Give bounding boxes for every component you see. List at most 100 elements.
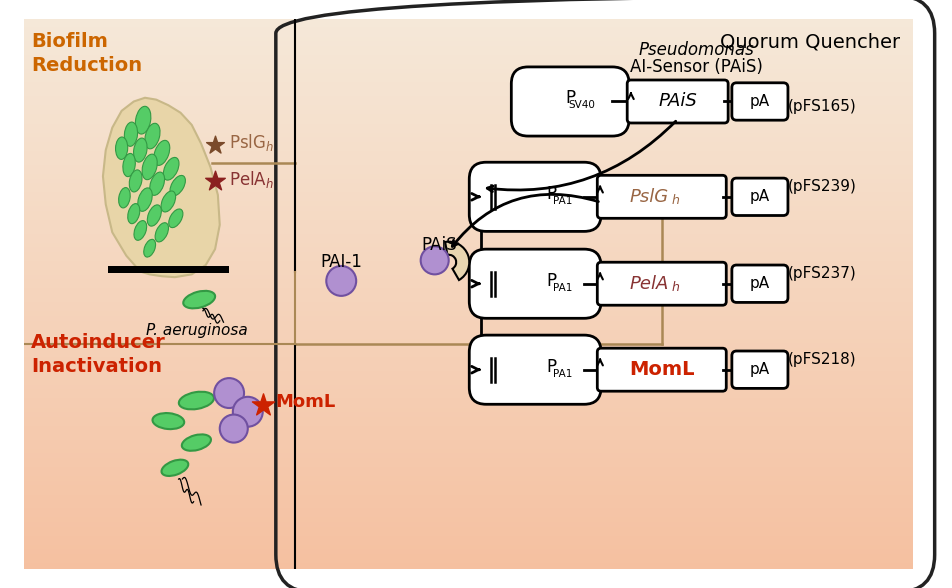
Bar <box>24 417 913 422</box>
Text: Pseudomonas: Pseudomonas <box>639 41 754 59</box>
Bar <box>24 64 913 69</box>
Circle shape <box>214 378 244 408</box>
Text: Biofilm
Reduction: Biofilm Reduction <box>31 32 142 75</box>
Ellipse shape <box>129 170 142 192</box>
Bar <box>24 225 913 230</box>
Bar <box>24 357 913 363</box>
Ellipse shape <box>182 435 211 451</box>
Text: pA: pA <box>750 362 770 377</box>
Bar <box>24 312 913 317</box>
Bar <box>24 36 913 42</box>
Bar <box>24 92 913 97</box>
Bar <box>24 206 913 212</box>
Bar <box>24 256 913 262</box>
Bar <box>24 220 913 225</box>
Bar <box>24 563 913 569</box>
Bar <box>24 174 913 179</box>
Circle shape <box>233 397 263 427</box>
Bar <box>24 151 913 156</box>
Bar <box>24 348 913 353</box>
Bar <box>24 371 913 376</box>
Bar <box>24 522 913 527</box>
Bar <box>24 161 913 166</box>
Text: (pFS237): (pFS237) <box>788 266 857 281</box>
Text: pA: pA <box>750 189 770 204</box>
FancyBboxPatch shape <box>469 335 601 405</box>
Bar <box>24 540 913 546</box>
Bar <box>24 527 913 532</box>
Ellipse shape <box>145 123 160 149</box>
Text: PAiS: PAiS <box>422 236 457 254</box>
Text: (pFS165): (pFS165) <box>788 99 857 113</box>
Text: P. aeruginosa: P. aeruginosa <box>146 323 248 338</box>
Bar <box>24 467 913 473</box>
Bar <box>24 449 913 455</box>
Ellipse shape <box>123 153 135 176</box>
Point <box>255 400 270 410</box>
Text: PelA: PelA <box>630 275 669 293</box>
Bar <box>24 18 913 24</box>
Bar <box>24 380 913 386</box>
Bar <box>108 266 229 273</box>
Bar <box>24 421 913 427</box>
Ellipse shape <box>125 122 138 146</box>
Text: PA1: PA1 <box>553 369 572 379</box>
Ellipse shape <box>135 106 150 134</box>
Text: MomL: MomL <box>629 360 695 379</box>
Text: AI-Sensor (PAiS): AI-Sensor (PAiS) <box>630 58 763 76</box>
Text: PAI-1: PAI-1 <box>320 253 362 271</box>
Bar <box>24 197 913 202</box>
Bar <box>24 266 913 271</box>
Text: (pFS239): (pFS239) <box>788 179 857 194</box>
Ellipse shape <box>115 137 128 159</box>
Text: PAiS: PAiS <box>658 92 697 111</box>
Bar <box>24 394 913 399</box>
Ellipse shape <box>142 154 157 180</box>
Bar <box>24 192 913 198</box>
Text: PA1: PA1 <box>553 196 572 206</box>
Bar <box>24 32 913 38</box>
Ellipse shape <box>164 158 179 180</box>
Bar <box>24 430 913 436</box>
Text: h: h <box>672 194 680 207</box>
Bar <box>24 82 913 88</box>
Bar <box>24 504 913 509</box>
Bar <box>24 142 913 148</box>
Text: PelA$_h$: PelA$_h$ <box>229 169 274 189</box>
Bar <box>24 508 913 514</box>
Ellipse shape <box>138 188 152 211</box>
Bar <box>24 78 913 83</box>
Bar <box>24 133 913 138</box>
FancyBboxPatch shape <box>597 348 726 391</box>
Bar <box>24 481 913 486</box>
Bar <box>24 248 913 253</box>
Bar <box>24 554 913 560</box>
Bar <box>24 316 913 322</box>
Bar <box>24 343 913 349</box>
Bar <box>24 495 913 500</box>
Text: pA: pA <box>750 94 770 109</box>
Circle shape <box>421 246 448 275</box>
Bar <box>24 59 913 65</box>
Circle shape <box>220 415 248 443</box>
Bar <box>24 46 913 51</box>
Bar <box>24 376 913 381</box>
Bar <box>24 362 913 368</box>
Bar <box>24 545 913 550</box>
Bar <box>24 183 913 189</box>
Ellipse shape <box>179 392 214 409</box>
FancyBboxPatch shape <box>732 178 788 215</box>
Bar <box>24 307 913 312</box>
Polygon shape <box>103 98 220 277</box>
Bar <box>24 28 913 33</box>
Bar <box>24 531 913 537</box>
Text: pA: pA <box>750 276 770 291</box>
Bar <box>24 229 913 235</box>
Text: P: P <box>546 358 557 376</box>
Bar <box>24 41 913 46</box>
FancyBboxPatch shape <box>597 175 726 218</box>
Bar <box>24 536 913 542</box>
Bar <box>24 233 913 239</box>
Bar <box>24 138 913 143</box>
Text: Autoinducer
Inactivation: Autoinducer Inactivation <box>31 333 166 376</box>
